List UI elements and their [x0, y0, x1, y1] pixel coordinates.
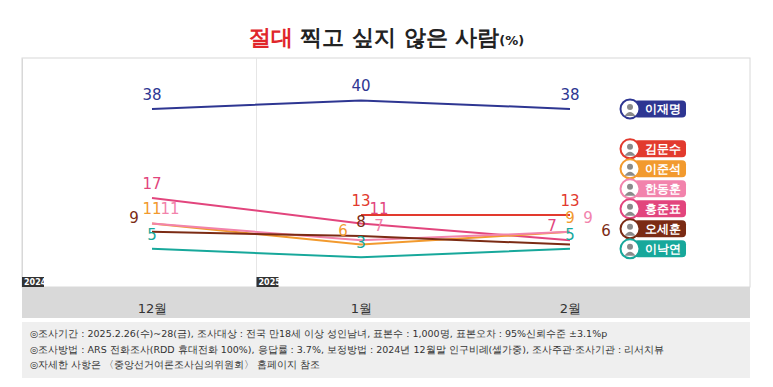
badge-name: 한동훈: [645, 182, 681, 196]
badge-body: [625, 252, 636, 256]
x-axis: 12월 1월 2월: [138, 287, 581, 316]
badge-head: [627, 164, 633, 170]
footnote-panel: [22, 322, 750, 378]
badge-body: [625, 212, 636, 216]
data-label: 38: [142, 86, 161, 104]
footnote: ◎자세한 사항은 〈중앙선거여론조사심의위원회〉 홈페이지 참조: [30, 359, 320, 370]
data-label: 6: [338, 222, 348, 240]
year-annotation: 2025: [257, 277, 282, 287]
x-tick: 12월: [138, 287, 168, 316]
badge-name: 이재명: [645, 102, 681, 116]
x-tick: 2월: [560, 287, 581, 316]
badge-name: 홍준표: [645, 202, 681, 216]
x-tick-label: 2월: [560, 301, 581, 316]
badge-head: [627, 204, 633, 210]
year-label: 2024: [24, 278, 47, 287]
badge-photo: [621, 139, 640, 158]
data-label: 11: [142, 200, 161, 218]
series-line: [152, 100, 570, 108]
data-label: 3: [356, 234, 366, 252]
badge-photo: [621, 99, 640, 118]
plot-marks: [152, 100, 570, 257]
badge-photo: [621, 239, 640, 258]
badge-body: [625, 112, 636, 116]
badge-name: 이낙연: [645, 242, 681, 256]
x-band: [22, 287, 750, 318]
data-label: 6: [601, 222, 611, 240]
x-axis-line: [153, 287, 571, 288]
badge-box: [634, 180, 686, 197]
data-label: 7: [374, 217, 384, 235]
series-line: [361, 214, 570, 216]
data-label: 38: [560, 86, 579, 104]
year-annotation: 2024: [22, 277, 47, 287]
badge-name: 오세훈: [645, 222, 681, 236]
data-label: 13: [351, 192, 370, 210]
data-label: 40: [351, 77, 370, 95]
badge-photo: [621, 179, 640, 198]
data-label: 11: [160, 200, 179, 218]
data-label: 8: [356, 213, 366, 231]
badge-body: [625, 232, 636, 236]
badge-body: [625, 192, 636, 196]
badge-body: [625, 172, 636, 176]
name-badge: 이준석: [621, 159, 687, 178]
y-axis: [22, 59, 23, 288]
badge-head: [627, 144, 633, 150]
badge-box: [634, 140, 686, 157]
badge-head: [627, 224, 633, 230]
badge-photo: [621, 159, 640, 178]
badge-head: [627, 244, 633, 250]
data-label: 9: [129, 209, 139, 227]
name-badge: 홍준표: [621, 199, 687, 218]
background: [0, 0, 773, 387]
data-label: 17: [142, 175, 161, 193]
x-tick: 1월: [351, 287, 372, 316]
name-badges: 이재명김문수이준석한동훈홍준표오세훈이낙연: [621, 99, 687, 258]
year-label: 2025: [259, 278, 282, 287]
y-axis-line: [22, 59, 23, 288]
plot-frame: [22, 58, 750, 287]
badge-name: 김문수: [645, 142, 681, 156]
badge-photo: [621, 219, 640, 238]
name-badge: 한동훈: [621, 179, 687, 198]
footnote: ◎조사방법 : ARS 전화조사(RDD 휴대전화 100%), 응답률 : 3…: [30, 344, 664, 355]
x-tick-label: 1월: [351, 301, 372, 316]
data-label: 9: [583, 209, 593, 227]
data-label: 11: [369, 200, 388, 218]
badge-box: [634, 240, 686, 257]
name-badge: 이낙연: [621, 239, 687, 258]
data-label: 9: [565, 209, 575, 227]
title: 절대 찍고 싶지 않은 사람(%): [249, 25, 525, 50]
data-label: 7: [547, 217, 557, 235]
x-tick-label: 12월: [138, 301, 168, 316]
data-labels: 38171111954013118763381399765: [129, 77, 611, 252]
badge-head: [627, 184, 633, 190]
name-badge: 오세훈: [621, 219, 687, 238]
name-badge: 김문수: [621, 139, 687, 158]
badge-box: [634, 160, 686, 177]
data-label: 5: [147, 226, 157, 244]
badge-photo: [621, 199, 640, 218]
badge-body: [625, 152, 636, 156]
badge-box: [634, 200, 686, 217]
badge-head: [627, 104, 633, 110]
badge-box: [634, 220, 686, 237]
badge-name: 이준석: [645, 162, 681, 176]
badge-box: [634, 100, 686, 117]
data-label: 13: [560, 192, 579, 210]
data-label: 5: [565, 226, 575, 244]
chart: 절대 찍고 싶지 않은 사람(%)12월1월2월2024202538171111…: [0, 0, 773, 387]
name-badge: 이재명: [621, 99, 687, 118]
footnote: ◎조사기간 : 2025.2.26(수)~28(금), 조사대상 : 전국 만1…: [30, 328, 607, 339]
